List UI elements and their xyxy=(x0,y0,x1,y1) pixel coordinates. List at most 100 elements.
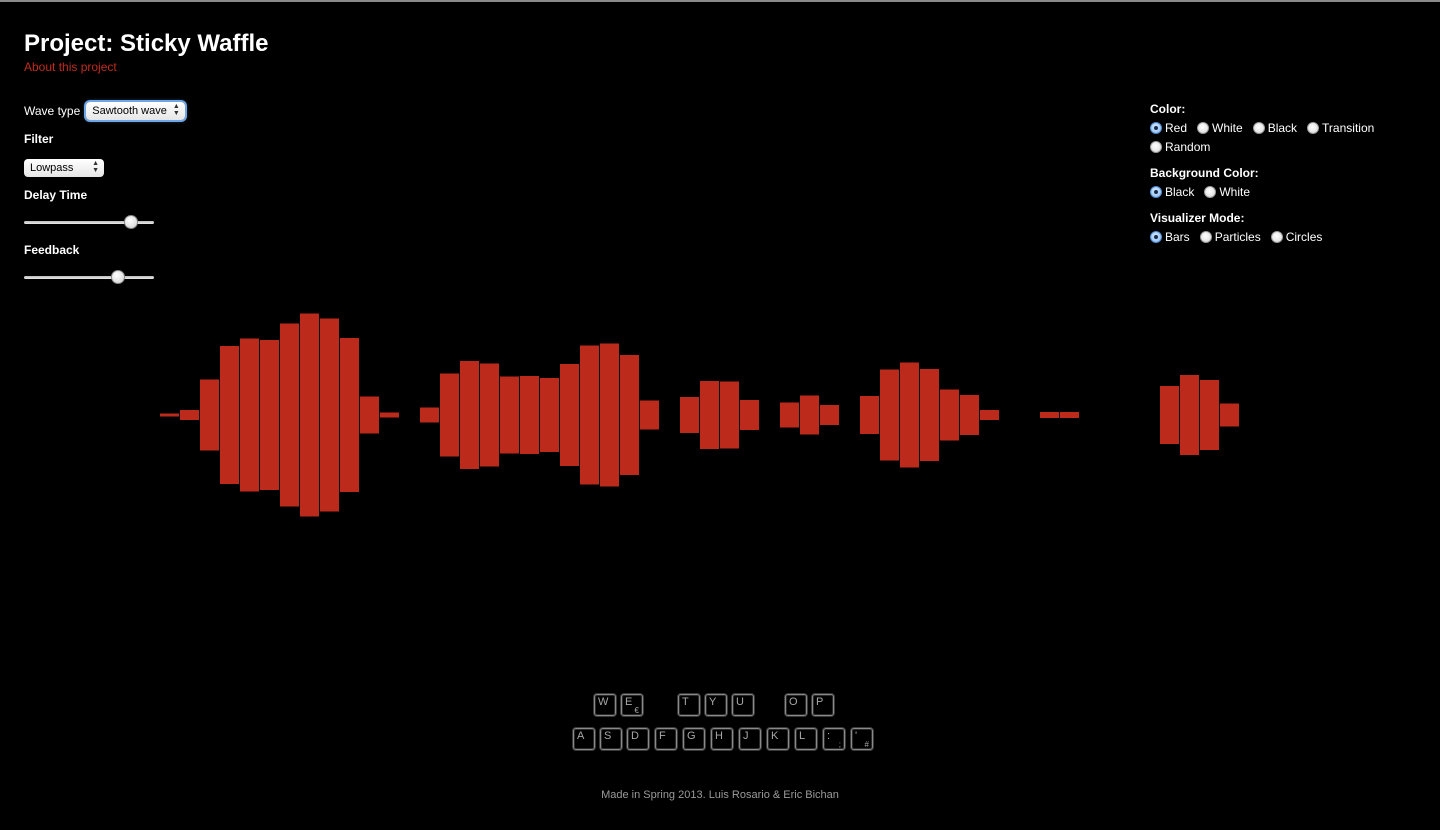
key-e[interactable]: E € xyxy=(621,694,643,716)
radio-label: Particles xyxy=(1214,229,1261,244)
visualizer-bar xyxy=(280,323,299,507)
color-radio-random[interactable]: Random xyxy=(1150,137,1210,156)
filter-label: Filter xyxy=(24,132,54,146)
visualizer-bar xyxy=(740,400,759,430)
key-label: O xyxy=(789,696,798,708)
key-label: S xyxy=(604,730,612,742)
slider-thumb[interactable] xyxy=(111,270,125,284)
radio-label: Bars xyxy=(1165,229,1190,244)
visualizer-bar xyxy=(1060,412,1079,418)
key-d[interactable]: D xyxy=(627,728,649,750)
key-s[interactable]: S xyxy=(600,728,622,750)
visualizer-bar xyxy=(1180,375,1199,455)
visualizer-bar xyxy=(780,402,799,428)
key-a[interactable]: A xyxy=(573,728,595,750)
radio-label: Red xyxy=(1165,120,1188,135)
key-punct[interactable]: :; xyxy=(823,728,845,750)
mode-radio-circles[interactable]: Circles xyxy=(1270,227,1322,246)
key-t[interactable]: T xyxy=(678,694,700,716)
visualizer-bar xyxy=(680,397,699,433)
radio-label: White xyxy=(1212,120,1243,135)
key-punct[interactable]: ' # xyxy=(851,728,873,750)
key-label: F xyxy=(659,730,666,742)
key-label: Y xyxy=(709,696,717,708)
key-label: D xyxy=(631,730,639,742)
visualizer-bar xyxy=(940,389,959,441)
radio-label: Black xyxy=(1267,120,1298,135)
key-f[interactable]: F xyxy=(655,728,677,750)
radio-label: Transition xyxy=(1322,120,1375,135)
radio-button-icon[interactable] xyxy=(1150,185,1162,198)
feedback-label: Feedback xyxy=(24,243,80,257)
background-radio-white[interactable]: White xyxy=(1204,182,1250,201)
slider-track xyxy=(24,221,154,224)
color-radio-transition[interactable]: Transition xyxy=(1307,118,1374,137)
filter-value: Lowpass xyxy=(30,162,74,174)
key-label: ' xyxy=(855,730,858,742)
slider-thumb[interactable] xyxy=(123,215,138,229)
wave-type-select[interactable]: Sawtooth wave ▲ ▼ xyxy=(86,102,185,120)
mode-radio-particles[interactable]: Particles xyxy=(1199,227,1261,246)
color-radio-white[interactable]: White xyxy=(1197,118,1243,137)
key-h[interactable]: H xyxy=(711,728,733,750)
key-label: E xyxy=(625,696,633,708)
color-radio-group: Red White Black Transition Random xyxy=(1150,118,1420,156)
key-j[interactable]: J xyxy=(739,728,761,750)
visualizer-bar xyxy=(460,361,479,469)
radio-button-icon[interactable] xyxy=(1150,140,1162,153)
color-label: Color: xyxy=(1150,102,1186,116)
radio-button-icon[interactable] xyxy=(1199,230,1212,243)
key-o[interactable]: O xyxy=(785,694,807,716)
visualizer-bar xyxy=(240,338,259,492)
background-radio-black[interactable]: Black xyxy=(1150,182,1194,201)
radio-button-icon[interactable] xyxy=(1307,121,1320,134)
slider-track xyxy=(24,276,154,279)
key-label: T xyxy=(682,696,689,708)
color-radio-red[interactable]: Red xyxy=(1150,118,1187,137)
wave-type-row: Wave type Sawtooth wave ▲ ▼ xyxy=(24,100,204,122)
visualizer-settings: Color: Red White Black Transition Random Bac… xyxy=(1150,101,1420,255)
visualizer-mode-group: Visualizer Mode: Bars Particles Circles xyxy=(1150,210,1420,246)
visualizer-bar xyxy=(540,378,559,452)
wave-type-label: Wave type xyxy=(24,104,81,118)
visualizer-bar xyxy=(420,407,439,423)
visualizer-bar xyxy=(700,381,719,449)
radio-button-icon[interactable] xyxy=(1150,230,1162,243)
color-radio-black[interactable]: Black xyxy=(1252,118,1298,137)
key-w[interactable]: W xyxy=(594,694,616,716)
key-u[interactable]: U xyxy=(732,694,754,716)
key-label: L xyxy=(799,730,806,742)
filter-select[interactable]: Lowpass ▲ ▼ xyxy=(24,159,104,177)
key-label: : xyxy=(827,730,831,742)
mode-radio-bars[interactable]: Bars xyxy=(1150,227,1190,246)
footer-credit: Made in Spring 2013. Luis Rosario & Eric… xyxy=(601,789,839,801)
visualizer-bar xyxy=(600,343,619,487)
visualizer-bar xyxy=(1200,380,1219,450)
key-label: P xyxy=(816,696,824,708)
visualizer-mode-label: Visualizer Mode: xyxy=(1150,211,1245,225)
radio-button-icon[interactable] xyxy=(1252,121,1265,134)
wave-type-value: Sawtooth wave xyxy=(92,105,167,117)
delay-time-slider[interactable] xyxy=(24,215,154,229)
radio-button-icon[interactable] xyxy=(1197,121,1210,134)
visualizer-bar xyxy=(440,373,459,457)
radio-button-icon[interactable] xyxy=(1270,230,1283,243)
key-l[interactable]: L xyxy=(795,728,817,750)
radio-label: Random xyxy=(1165,139,1211,154)
visualizer-bar xyxy=(220,346,239,484)
radio-button-icon[interactable] xyxy=(1204,185,1217,198)
select-arrows-icon: ▲ ▼ xyxy=(92,160,99,174)
key-y[interactable]: Y xyxy=(705,694,727,716)
visualizer-bar xyxy=(620,355,639,475)
visualizer-bar xyxy=(1160,386,1179,444)
visualizer-bar xyxy=(500,376,519,454)
radio-button-icon[interactable] xyxy=(1150,121,1162,134)
about-project-link[interactable]: About this project xyxy=(24,60,117,74)
key-p[interactable]: P xyxy=(812,694,834,716)
key-k[interactable]: K xyxy=(767,728,789,750)
visualizer-bar xyxy=(380,412,399,418)
feedback-slider[interactable] xyxy=(24,270,154,284)
key-label: W xyxy=(598,696,609,708)
key-g[interactable]: G xyxy=(683,728,705,750)
